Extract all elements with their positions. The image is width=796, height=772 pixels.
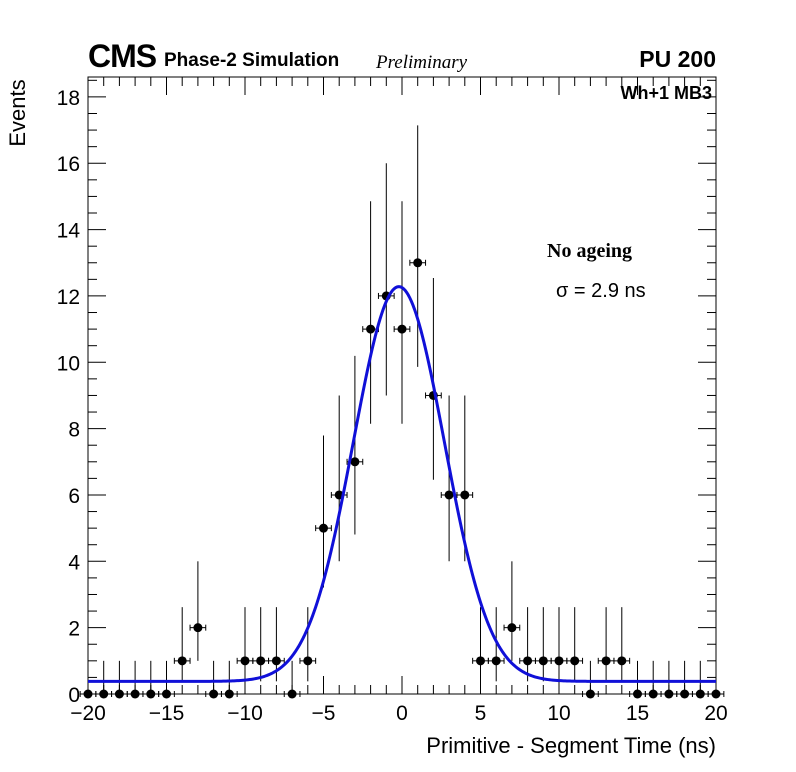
data-point [413, 258, 423, 268]
x-axis-label: Primitive - Segment Time (ns) [426, 733, 716, 758]
y-tick-label: 6 [68, 485, 80, 508]
data-point [114, 689, 124, 699]
data-point [209, 689, 219, 699]
data-point [366, 324, 376, 334]
data-point [162, 689, 171, 699]
data-point [146, 689, 156, 699]
data-point [538, 656, 548, 666]
data-point [240, 656, 250, 666]
x-tick-label: 15 [626, 702, 649, 725]
experiment-label: CMS [88, 38, 157, 74]
data-point [664, 689, 674, 699]
sigma-label: σ = 2.9 ns [556, 280, 646, 302]
data-point [177, 656, 187, 666]
data-point [224, 689, 234, 699]
data-point [570, 656, 580, 666]
data-point [130, 689, 140, 699]
data-point [256, 656, 266, 666]
data-point [476, 656, 485, 666]
data-point [507, 623, 517, 633]
y-tick-label: 14 [57, 220, 81, 243]
y-tick-label: 2 [68, 618, 80, 641]
x-tick-label: 0 [396, 702, 408, 725]
data-point [585, 689, 595, 699]
data-points [83, 258, 721, 699]
condition-label: No ageing [547, 240, 632, 262]
data-point [303, 656, 313, 666]
tick-labels: −20 −15 −10 −5 0 5 10 15 20 0 2 4 6 8 10 12 14 16 18 [57, 87, 728, 725]
data-point [711, 689, 721, 699]
y-tick-label: 10 [57, 352, 80, 375]
data-point [271, 656, 281, 666]
data-point [319, 523, 328, 533]
fit-curve-group [88, 285, 716, 683]
x-tick-label: −10 [227, 702, 263, 725]
fit-curve [88, 285, 716, 683]
subtitle-label: Phase-2 Simulation [164, 50, 340, 71]
x-tick-label: 10 [547, 702, 570, 725]
data-point [83, 689, 93, 699]
data-point [350, 457, 360, 467]
data-point [648, 689, 658, 699]
x-tick-label: 5 [475, 702, 487, 725]
x-tick-label: −20 [70, 702, 106, 725]
y-tick-label: 18 [57, 87, 80, 110]
region-label: Wh+1 MB3 [620, 83, 712, 103]
data-point [99, 689, 109, 699]
y-tick-label: 16 [57, 153, 80, 176]
data-point [193, 623, 203, 633]
y-axis-label: Events [5, 79, 30, 147]
y-tick-label: 12 [57, 286, 80, 309]
pileup-label: PU 200 [639, 46, 716, 72]
axes [87, 76, 717, 695]
error-bars [79, 125, 725, 697]
data-point [523, 656, 533, 666]
data-point [695, 689, 705, 699]
data-point [460, 490, 470, 500]
x-tick-label: −5 [312, 702, 336, 725]
data-point [617, 656, 627, 666]
y-tick-label: 4 [68, 551, 80, 574]
data-point [491, 656, 501, 666]
x-tick-label: 20 [704, 702, 727, 725]
x-tick-label: −15 [149, 702, 185, 725]
y-tick-label: 8 [68, 419, 80, 442]
data-point [287, 689, 297, 699]
data-point [680, 689, 690, 699]
data-point [633, 689, 642, 699]
y-tick-label: 0 [68, 684, 80, 707]
data-point [444, 490, 454, 500]
status-label: Preliminary [376, 52, 468, 73]
data-point [554, 656, 564, 666]
data-point [601, 656, 611, 666]
data-point [397, 324, 407, 334]
